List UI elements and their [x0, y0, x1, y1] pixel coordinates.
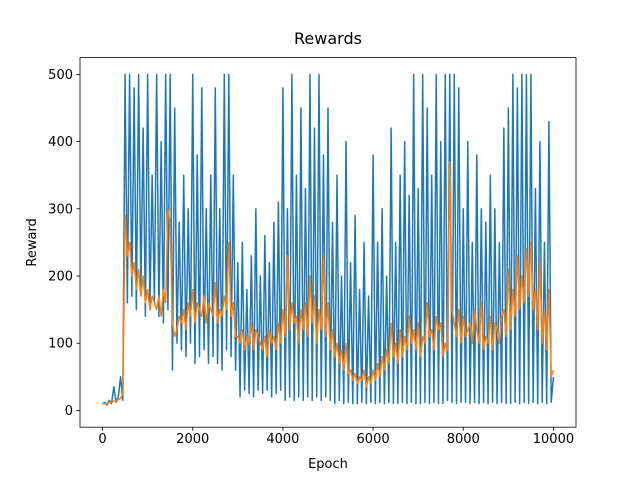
x-tick-label: 0 [98, 432, 106, 447]
y-tick-label: 0 [65, 404, 73, 419]
y-tick-label: 100 [48, 337, 73, 352]
series-line [102, 161, 555, 405]
axes-frame [79, 57, 577, 428]
y-axis-label: Reward [25, 218, 40, 266]
x-tick-label: 2000 [176, 432, 209, 447]
chart-title: Rewards [294, 29, 362, 48]
x-axis-label: Epoch [308, 457, 348, 472]
x-tick-label: 10000 [533, 432, 574, 447]
x-tick-label: 8000 [447, 432, 480, 447]
y-tick-label: 400 [48, 135, 73, 150]
x-tick-label: 4000 [266, 432, 299, 447]
plot-lines [102, 73, 555, 406]
x-tick-label: 6000 [357, 432, 390, 447]
series-line [102, 73, 555, 406]
y-tick-label: 200 [48, 270, 73, 285]
y-tick-label: 500 [48, 68, 73, 83]
y-tick-label: 300 [48, 202, 73, 217]
